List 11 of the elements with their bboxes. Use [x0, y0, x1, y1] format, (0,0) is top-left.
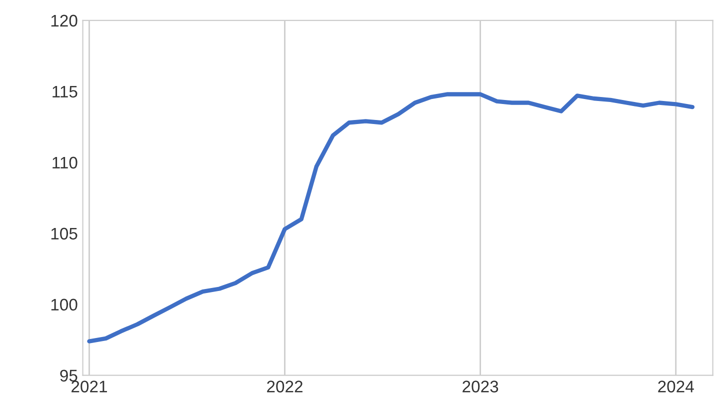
x-tick-label: 2024 — [658, 380, 694, 392]
y-tick-label: 105 — [51, 228, 78, 240]
y-tick-label: 100 — [51, 298, 78, 311]
y-tick-label: 120 — [51, 14, 78, 27]
x-tick-label: 2021 — [72, 380, 107, 392]
y-tick-label: 110 — [52, 156, 78, 169]
line-series — [87, 92, 695, 344]
y-tick-label: 95 — [60, 370, 78, 382]
y-tick-label: 115 — [52, 86, 78, 98]
x-tick-label: 2022 — [267, 380, 302, 392]
x-tick-label: 2023 — [462, 380, 498, 392]
